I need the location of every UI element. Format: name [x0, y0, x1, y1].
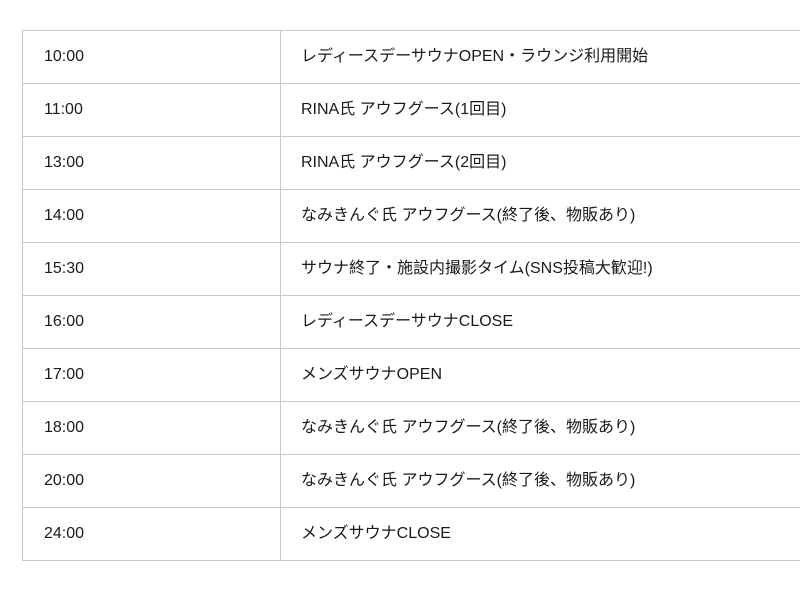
time-cell: 15:30	[22, 242, 281, 296]
table-row: 20:00 なみきんぐ氏 アウフグース(終了後、物販あり)	[22, 454, 800, 508]
event-cell: なみきんぐ氏 アウフグース(終了後、物販あり)	[280, 454, 800, 508]
time-cell: 14:00	[22, 189, 281, 243]
schedule-table-body: 10:00 レディースデーサウナOPEN・ラウンジ利用開始 11:00 RINA氏 ア…	[22, 30, 800, 561]
event-cell: メンズサウナOPEN	[280, 348, 800, 402]
table-row: 17:00 メンズサウナOPEN	[22, 348, 800, 402]
time-cell: 13:00	[22, 136, 281, 190]
table-row: 10:00 レディースデーサウナOPEN・ラウンジ利用開始	[22, 30, 800, 84]
event-cell: RINA氏 アウフグース(1回目)	[280, 83, 800, 137]
time-cell: 20:00	[22, 454, 281, 508]
table-row: 24:00 メンズサウナCLOSE	[22, 507, 800, 561]
event-cell: なみきんぐ氏 アウフグース(終了後、物販あり)	[280, 189, 800, 243]
time-cell: 18:00	[22, 401, 281, 455]
table-row: 13:00 RINA氏 アウフグース(2回目)	[22, 136, 800, 190]
time-cell: 17:00	[22, 348, 281, 402]
time-cell: 16:00	[22, 295, 281, 349]
schedule-table-container: 10:00 レディースデーサウナOPEN・ラウンジ利用開始 11:00 RINA氏 ア…	[22, 30, 800, 561]
event-cell: なみきんぐ氏 アウフグース(終了後、物販あり)	[280, 401, 800, 455]
event-cell: サウナ終了・施設内撮影タイム(SNS投稿大歓迎!)	[280, 242, 800, 296]
table-row: 14:00 なみきんぐ氏 アウフグース(終了後、物販あり)	[22, 189, 800, 243]
time-cell: 24:00	[22, 507, 281, 561]
table-row: 11:00 RINA氏 アウフグース(1回目)	[22, 83, 800, 137]
event-cell: RINA氏 アウフグース(2回目)	[280, 136, 800, 190]
table-row: 16:00 レディースデーサウナCLOSE	[22, 295, 800, 349]
event-schedule-table: 10:00 レディースデーサウナOPEN・ラウンジ利用開始 11:00 RINA氏 ア…	[22, 30, 800, 561]
time-cell: 11:00	[22, 83, 281, 137]
event-cell: レディースデーサウナCLOSE	[280, 295, 800, 349]
table-row: 18:00 なみきんぐ氏 アウフグース(終了後、物販あり)	[22, 401, 800, 455]
event-cell: レディースデーサウナOPEN・ラウンジ利用開始	[280, 30, 800, 84]
table-row: 15:30 サウナ終了・施設内撮影タイム(SNS投稿大歓迎!)	[22, 242, 800, 296]
time-cell: 10:00	[22, 30, 281, 84]
event-cell: メンズサウナCLOSE	[280, 507, 800, 561]
